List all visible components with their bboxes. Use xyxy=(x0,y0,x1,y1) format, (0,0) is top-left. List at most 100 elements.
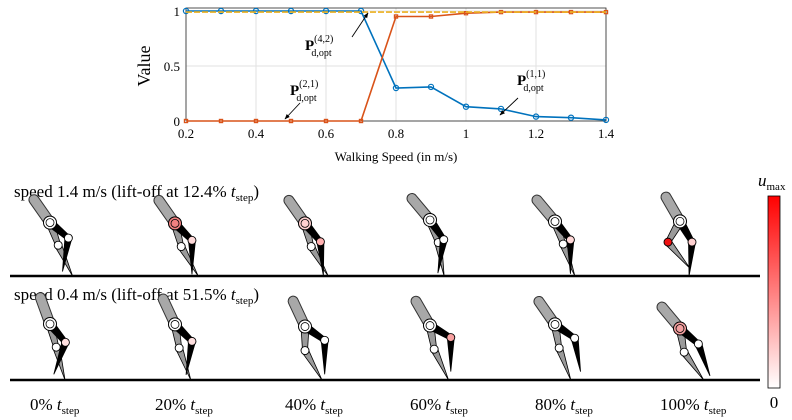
data-point xyxy=(567,114,575,121)
hip-ring xyxy=(675,324,685,333)
hip-ring xyxy=(550,217,560,226)
knee xyxy=(693,339,703,349)
knee xyxy=(315,237,325,247)
hip xyxy=(298,319,312,334)
text-part: 40% xyxy=(285,395,320,414)
robot xyxy=(410,295,456,381)
data-point xyxy=(183,118,189,124)
text-part: step xyxy=(575,405,593,417)
text-part: t xyxy=(231,285,237,304)
hip xyxy=(548,214,562,229)
knee xyxy=(53,240,63,250)
text-part: t xyxy=(570,395,576,414)
robot xyxy=(28,194,73,277)
colorbar-max-label: umax xyxy=(758,171,786,193)
hip xyxy=(673,321,687,336)
text-part: t xyxy=(231,182,237,201)
text-part: step xyxy=(62,405,80,417)
shank xyxy=(185,340,196,375)
knee xyxy=(320,335,330,345)
x-tick-label: 1 xyxy=(463,126,470,141)
text-part: t xyxy=(190,395,196,414)
data-point xyxy=(602,116,610,124)
x-tick-label: 0.2 xyxy=(178,126,194,141)
data-point xyxy=(218,118,224,124)
text-part: step xyxy=(195,405,213,417)
knee xyxy=(187,235,197,245)
hip xyxy=(43,215,57,230)
shank xyxy=(320,339,329,375)
column-label: 0% tstep xyxy=(30,395,80,417)
knee xyxy=(446,333,456,343)
knee xyxy=(429,344,439,354)
data-point xyxy=(392,84,400,92)
text-part: step xyxy=(709,405,727,417)
hip-ring xyxy=(170,218,180,228)
knee xyxy=(63,233,73,243)
robot xyxy=(533,295,581,381)
data-point xyxy=(182,7,190,15)
data-point xyxy=(358,118,364,124)
text-part: step xyxy=(236,192,254,204)
shank xyxy=(688,241,696,277)
hip xyxy=(423,318,437,333)
column-label: 40% tstep xyxy=(285,395,343,417)
x-tick-label: 0.6 xyxy=(318,126,335,141)
hip xyxy=(548,317,562,332)
x-tick-label: 1.2 xyxy=(528,126,544,141)
hip-ring xyxy=(675,216,685,226)
knee xyxy=(663,237,673,247)
x-tick-label: 0.8 xyxy=(388,126,404,141)
text-part: (4,2) xyxy=(314,34,333,45)
y-tick-label: 1 xyxy=(174,4,181,19)
text-part: step xyxy=(325,405,343,417)
text-part: max xyxy=(767,181,786,193)
knee xyxy=(554,343,564,353)
colorbar-min-label: 0 xyxy=(770,393,779,412)
text-part: d,opt xyxy=(311,48,332,59)
data-line xyxy=(186,10,607,121)
robot xyxy=(34,292,70,381)
data-point xyxy=(322,7,330,15)
text-part: d,opt xyxy=(523,83,544,94)
annotation: P(2,1) d,opt xyxy=(290,79,318,104)
text-part: P xyxy=(290,83,299,99)
text-part: 20% xyxy=(155,395,190,414)
column-label: 100% tstep xyxy=(660,395,727,417)
column-label: 20% tstep xyxy=(155,395,213,417)
text-part: (1,1) xyxy=(526,69,545,80)
hip-ring xyxy=(45,319,55,329)
text-part: t xyxy=(704,395,710,414)
text-part: t xyxy=(445,395,451,414)
column-label: 80% tstep xyxy=(535,395,593,417)
text-part: speed 1.4 m/s (lift-off at 12.4% xyxy=(14,182,231,201)
knee xyxy=(60,337,70,347)
knee xyxy=(187,336,197,346)
data-point xyxy=(357,7,365,15)
data-point xyxy=(462,103,470,110)
annotation-arrow xyxy=(499,97,519,116)
hip-ring xyxy=(170,320,180,329)
knee xyxy=(176,242,186,252)
x-tick-label: 1.4 xyxy=(598,126,615,141)
text-part: speed 0.4 m/s (lift-off at 51.5% xyxy=(14,285,231,304)
hip xyxy=(168,317,182,332)
text-part: t xyxy=(57,395,63,414)
robot xyxy=(660,191,697,277)
column-label: 60% tstep xyxy=(410,395,468,417)
data-point xyxy=(393,14,399,19)
hip xyxy=(673,214,687,229)
knee xyxy=(174,343,184,353)
data-point xyxy=(287,7,295,15)
data-point xyxy=(252,7,260,15)
knee xyxy=(679,347,689,357)
text-part: t xyxy=(320,395,326,414)
annotation: P(4,2) d,opt xyxy=(305,34,333,59)
y-tick-label: 0 xyxy=(174,114,181,129)
text-part: u xyxy=(758,171,767,190)
text-part: ) xyxy=(253,182,259,201)
robot xyxy=(531,194,576,277)
data-point xyxy=(428,14,434,19)
text-part: 80% xyxy=(535,395,570,414)
data-point xyxy=(253,118,259,124)
